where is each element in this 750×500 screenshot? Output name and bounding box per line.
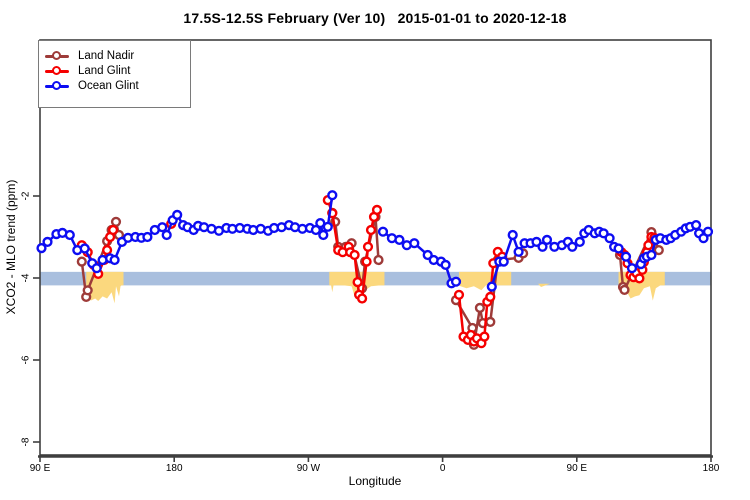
data-point-ocean-glint bbox=[567, 241, 578, 252]
land-elevation-mound bbox=[623, 283, 664, 301]
data-point-ocean-glint bbox=[161, 229, 172, 241]
data-point-ocean-glint bbox=[486, 281, 497, 292]
data-point-ocean-glint bbox=[42, 236, 53, 248]
land-elevation-mound bbox=[86, 283, 124, 304]
y-tick-label: -2 bbox=[20, 191, 32, 201]
data-point-land-glint bbox=[634, 273, 645, 284]
data-point-ocean-glint bbox=[690, 220, 702, 231]
data-point-land-glint bbox=[107, 224, 119, 236]
data-point-ocean-glint bbox=[157, 222, 168, 233]
data-point-land-nadir bbox=[619, 284, 630, 296]
land-band-segment bbox=[459, 271, 512, 286]
data-point-ocean-glint bbox=[315, 218, 326, 229]
data-point-ocean-glint bbox=[91, 263, 102, 274]
legend-label: Land Glint bbox=[78, 64, 131, 77]
data-point-ocean-glint bbox=[318, 229, 329, 241]
x-tick-label: 180 bbox=[165, 463, 183, 474]
data-point-ocean-glint bbox=[36, 243, 47, 254]
data-point-ocean-glint bbox=[620, 251, 632, 262]
data-point-land-glint bbox=[365, 224, 377, 236]
data-point-land-glint bbox=[479, 331, 490, 342]
land-elevation-mound bbox=[456, 283, 492, 291]
data-point-land-nadir bbox=[373, 254, 384, 266]
data-point-land-nadir bbox=[82, 285, 93, 296]
data-point-ocean-glint bbox=[507, 229, 518, 241]
data-point-ocean-glint bbox=[604, 233, 615, 244]
data-point-land-glint bbox=[349, 249, 360, 261]
data-point-ocean-glint bbox=[310, 224, 322, 236]
legend-item-land-glint: Land Glint bbox=[39, 63, 190, 78]
data-point-ocean-glint bbox=[513, 246, 524, 257]
data-point-land-nadir bbox=[485, 316, 496, 328]
data-point-ocean-glint bbox=[613, 243, 624, 254]
data-point-ocean-glint bbox=[440, 259, 451, 271]
data-point-land-nadir bbox=[474, 302, 486, 314]
data-point-land-glint bbox=[101, 245, 113, 256]
data-point-ocean-glint bbox=[626, 263, 638, 274]
legend-label: Ocean Glint bbox=[78, 79, 139, 92]
ocean-glint-marker-icon bbox=[45, 80, 69, 91]
y-tick-label: -8 bbox=[20, 437, 32, 447]
x-tick-label: 0 bbox=[439, 463, 446, 474]
data-point-ocean-glint bbox=[498, 256, 509, 267]
data-point-ocean-glint bbox=[698, 233, 709, 244]
legend-label: Land Nadir bbox=[78, 49, 135, 62]
y-tick-label: -4 bbox=[20, 273, 32, 283]
x-tick-label: 90 E bbox=[29, 463, 51, 474]
data-point-land-nadir bbox=[76, 256, 87, 267]
data-point-ocean-glint bbox=[574, 236, 585, 248]
data-point-ocean-glint bbox=[64, 229, 75, 241]
land-glint-marker-icon bbox=[45, 65, 69, 76]
data-point-ocean-glint bbox=[322, 221, 333, 232]
x-tick-label: 180 bbox=[702, 463, 720, 474]
data-point-ocean-glint bbox=[541, 234, 553, 246]
x-axis-label: Longitude bbox=[348, 474, 402, 488]
data-point-land-glint bbox=[357, 293, 368, 304]
y-tick-label: -6 bbox=[20, 355, 32, 365]
data-point-ocean-glint bbox=[377, 226, 389, 237]
data-point-land-glint bbox=[371, 204, 383, 216]
legend-item-ocean-glint: Ocean Glint bbox=[39, 78, 190, 93]
data-point-land-glint bbox=[485, 291, 496, 303]
data-point-ocean-glint bbox=[394, 234, 405, 246]
data-point-land-glint bbox=[643, 240, 654, 251]
legend: Land Nadir Land Glint Ocean Glint bbox=[38, 40, 191, 108]
data-point-ocean-glint bbox=[79, 243, 90, 254]
data-point-land-glint bbox=[361, 256, 372, 267]
data-point-ocean-glint bbox=[172, 209, 183, 221]
data-point-ocean-glint bbox=[702, 226, 714, 237]
data-point-ocean-glint bbox=[327, 190, 338, 201]
data-point-land-nadir bbox=[110, 216, 122, 227]
data-point-land-nadir bbox=[653, 245, 664, 256]
data-point-ocean-glint bbox=[142, 231, 153, 243]
land-elevation-mound bbox=[538, 283, 550, 287]
data-point-land-glint bbox=[453, 289, 465, 300]
y-axis-label: XCO2 - MLO trend (ppm) bbox=[4, 179, 18, 315]
data-point-ocean-glint bbox=[537, 241, 548, 252]
x-tick-label: 90 E bbox=[566, 463, 588, 474]
data-point-ocean-glint bbox=[450, 276, 462, 287]
data-point-ocean-glint bbox=[109, 254, 120, 266]
legend-item-land-nadir: Land Nadir bbox=[39, 48, 190, 63]
chart-title: 17.5S-12.5S February (Ver 10) 2015-01-01… bbox=[183, 10, 567, 26]
x-tick-label: 90 W bbox=[296, 463, 321, 474]
data-point-land-glint bbox=[352, 277, 363, 288]
data-point-ocean-glint bbox=[646, 249, 657, 261]
data-point-land-glint bbox=[362, 241, 374, 252]
land-nadir-marker-icon bbox=[45, 50, 69, 61]
data-point-ocean-glint bbox=[409, 238, 420, 249]
